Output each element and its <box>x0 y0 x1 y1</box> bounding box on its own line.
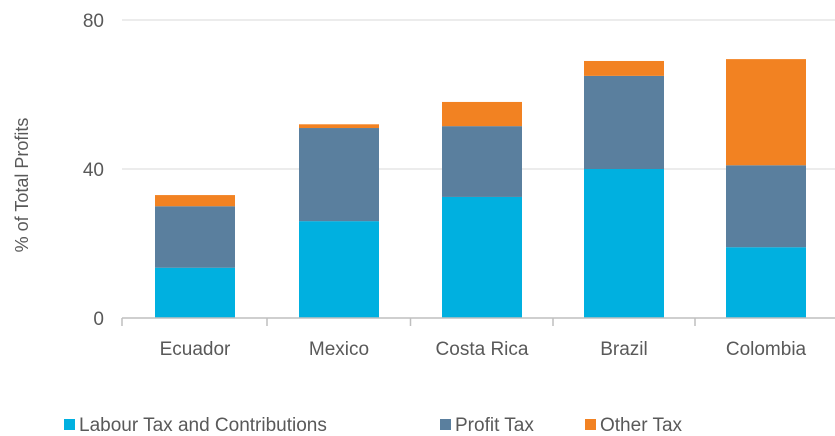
bar-mexico-series-0 <box>299 221 379 318</box>
legend-label: Other Tax <box>600 415 683 436</box>
x-tick-label: Brazil <box>600 339 648 360</box>
bar-brazil-series-2 <box>584 60 664 76</box>
x-tick-label: Colombia <box>726 339 807 360</box>
bar-brazil-series-1 <box>584 75 664 169</box>
legend: Labour Tax and Contributions Profit Tax Ot… <box>64 415 683 436</box>
bars <box>155 59 806 318</box>
bar-colombia-series-1 <box>726 165 806 248</box>
y-tick-label: 40 <box>83 160 104 181</box>
y-tick-label: 80 <box>83 11 104 32</box>
bar-brazil-series-0 <box>584 169 664 318</box>
bar-ecuador-series-2 <box>155 195 235 207</box>
bar-colombia-series-0 <box>726 247 806 318</box>
x-axis-ticks: Ecuador Mexico Costa Rica Brazil Colombia <box>121 318 807 360</box>
bar-costa-rica-series-1 <box>442 126 522 197</box>
y-tick-label: 0 <box>93 309 104 330</box>
legend-swatch-0 <box>64 419 75 430</box>
bar-colombia-series-2 <box>726 59 806 166</box>
y-axis-title: % of Total Profits <box>12 118 32 253</box>
bar-ecuador-series-0 <box>155 267 235 318</box>
y-axis-ticks: 0 40 80 <box>83 11 104 330</box>
bar-costa-rica-series-2 <box>442 101 522 127</box>
bar-mexico-series-1 <box>299 128 379 222</box>
bar-ecuador-series-1 <box>155 206 235 268</box>
legend-label: Labour Tax and Contributions <box>79 415 327 436</box>
x-tick-label: Mexico <box>309 339 369 360</box>
bar-costa-rica-series-0 <box>442 196 522 318</box>
x-tick-label: Ecuador <box>160 339 231 360</box>
legend-label: Profit Tax <box>455 415 534 436</box>
legend-swatch-2 <box>585 419 596 430</box>
bar-mexico-series-2 <box>299 124 379 129</box>
legend-swatch-1 <box>440 419 451 430</box>
x-tick-label: Costa Rica <box>436 339 529 360</box>
